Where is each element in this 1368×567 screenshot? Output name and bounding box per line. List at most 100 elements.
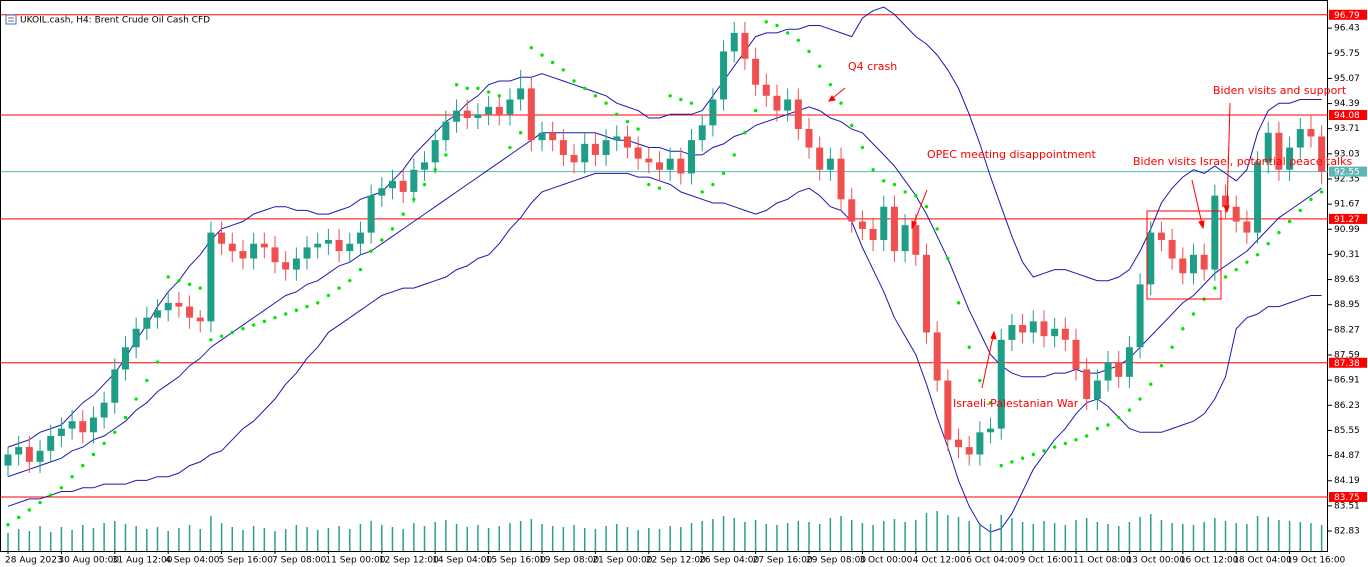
volume-bar [1000, 515, 1002, 551]
sar-dot [1020, 456, 1025, 460]
y-tick-label: 84.87 [1334, 451, 1360, 461]
y-tick-label: 86.91 [1334, 376, 1360, 386]
candle-body [100, 402, 108, 418]
candle-body [688, 140, 696, 174]
volume-bar [114, 521, 116, 551]
x-tick-label: 28 Aug 2023 [5, 556, 63, 566]
sar-dot [1287, 219, 1292, 224]
volume-bar [92, 528, 95, 551]
volume-bar [968, 521, 970, 551]
x-tick-label: 15 Sep 16:00 [486, 556, 546, 566]
band-upper [7, 6, 1322, 448]
x-tick-label: 4 Oct 12:00 [913, 556, 966, 566]
x-tick-label: 9 Oct 16:00 [1020, 556, 1073, 566]
volume-bar [146, 529, 148, 551]
x-tick-label: 3 Oct 00:00 [859, 556, 912, 566]
volume-bar [786, 523, 789, 551]
volume-bar [829, 518, 832, 551]
volume-bar [744, 522, 746, 551]
candle-body [463, 110, 471, 118]
candle-body [47, 435, 55, 451]
candle-body [367, 195, 375, 233]
volume-bar [1192, 525, 1195, 551]
sar-dot [209, 338, 213, 342]
y-tick-label: 90.31 [1334, 250, 1360, 260]
candle-body [1254, 162, 1262, 233]
candle-body [36, 450, 44, 462]
candle-body [1264, 132, 1272, 163]
sar-dot [273, 315, 277, 320]
sar-dot [1149, 382, 1153, 386]
candle-body [1296, 129, 1304, 148]
candle-body [89, 417, 97, 433]
arrow-head [911, 220, 917, 230]
annotation-arrow [1226, 102, 1231, 213]
volume-bar [71, 530, 73, 551]
sar-dot [1074, 437, 1078, 442]
volume-bar [1160, 520, 1163, 551]
candle-body [239, 251, 247, 259]
volume-bar [434, 522, 436, 551]
volume-bar [904, 522, 906, 551]
volume-bar [637, 530, 639, 551]
candle-body [25, 447, 33, 462]
volume-bar [28, 531, 31, 551]
level-box [1329, 110, 1367, 121]
x-tick-label: 19 Oct 16:00 [1287, 556, 1346, 566]
y-tick-label: 85.55 [1334, 426, 1360, 436]
x-tick-label: 5 Sep 16:00 [219, 556, 274, 566]
candle-body [720, 51, 728, 100]
volume-bar [850, 520, 853, 551]
volume-bar [7, 533, 9, 551]
candle-body [1083, 369, 1091, 400]
x-tick-label: 30 Aug 00:00 [58, 556, 119, 566]
y-tick-label: 96.43 [1334, 24, 1360, 34]
candle-body [15, 447, 23, 455]
volume-bar [947, 515, 949, 551]
volume-bar [701, 521, 703, 551]
volume-bar [733, 518, 735, 551]
sar-dot [1117, 415, 1121, 420]
volume-bar [1182, 524, 1184, 551]
volume-bar [1085, 518, 1088, 551]
candle-body [1019, 325, 1027, 333]
annotation: Israeli-Palestanian War [953, 397, 1079, 410]
candle-body [645, 158, 653, 163]
candle-body [282, 262, 290, 270]
annotation: Biden visits Israel, potential peace tal… [1133, 155, 1352, 168]
sar-dot [508, 145, 512, 150]
volume-bar [957, 517, 960, 551]
volume-bar [498, 526, 501, 551]
y-tick-label: 91.67 [1334, 200, 1360, 210]
volume-bar [274, 531, 276, 551]
volume-bar [551, 526, 554, 551]
volume-bar [808, 522, 810, 551]
candle-body [453, 110, 461, 122]
sar-dot [860, 145, 865, 150]
candle-body [175, 302, 183, 307]
sar-dot [177, 278, 181, 283]
x-tick-label: 16 Oct 12:00 [1180, 556, 1239, 566]
sar-dot [358, 267, 363, 272]
band-lower [7, 172, 1322, 533]
volume-bar [103, 523, 105, 551]
y-tick-label: 86.23 [1334, 401, 1360, 411]
candle-body [677, 158, 685, 174]
annotation-arrow [1191, 179, 1204, 229]
sar-dot [6, 523, 10, 527]
level-label: 91.27 [1334, 215, 1360, 225]
sar-dot [743, 131, 747, 135]
volume-bar [1011, 518, 1013, 551]
arrow-head [1198, 220, 1205, 230]
sar-dot [49, 493, 53, 497]
candle-body [164, 302, 172, 311]
volume-bar [1117, 526, 1120, 551]
volume-bar [562, 527, 565, 551]
sar-dot [679, 97, 683, 102]
candle-body [57, 428, 65, 436]
sar-dot [262, 319, 267, 324]
annotations [828, 87, 1231, 389]
sar-dot [817, 64, 822, 68]
volume-bar [861, 523, 864, 551]
